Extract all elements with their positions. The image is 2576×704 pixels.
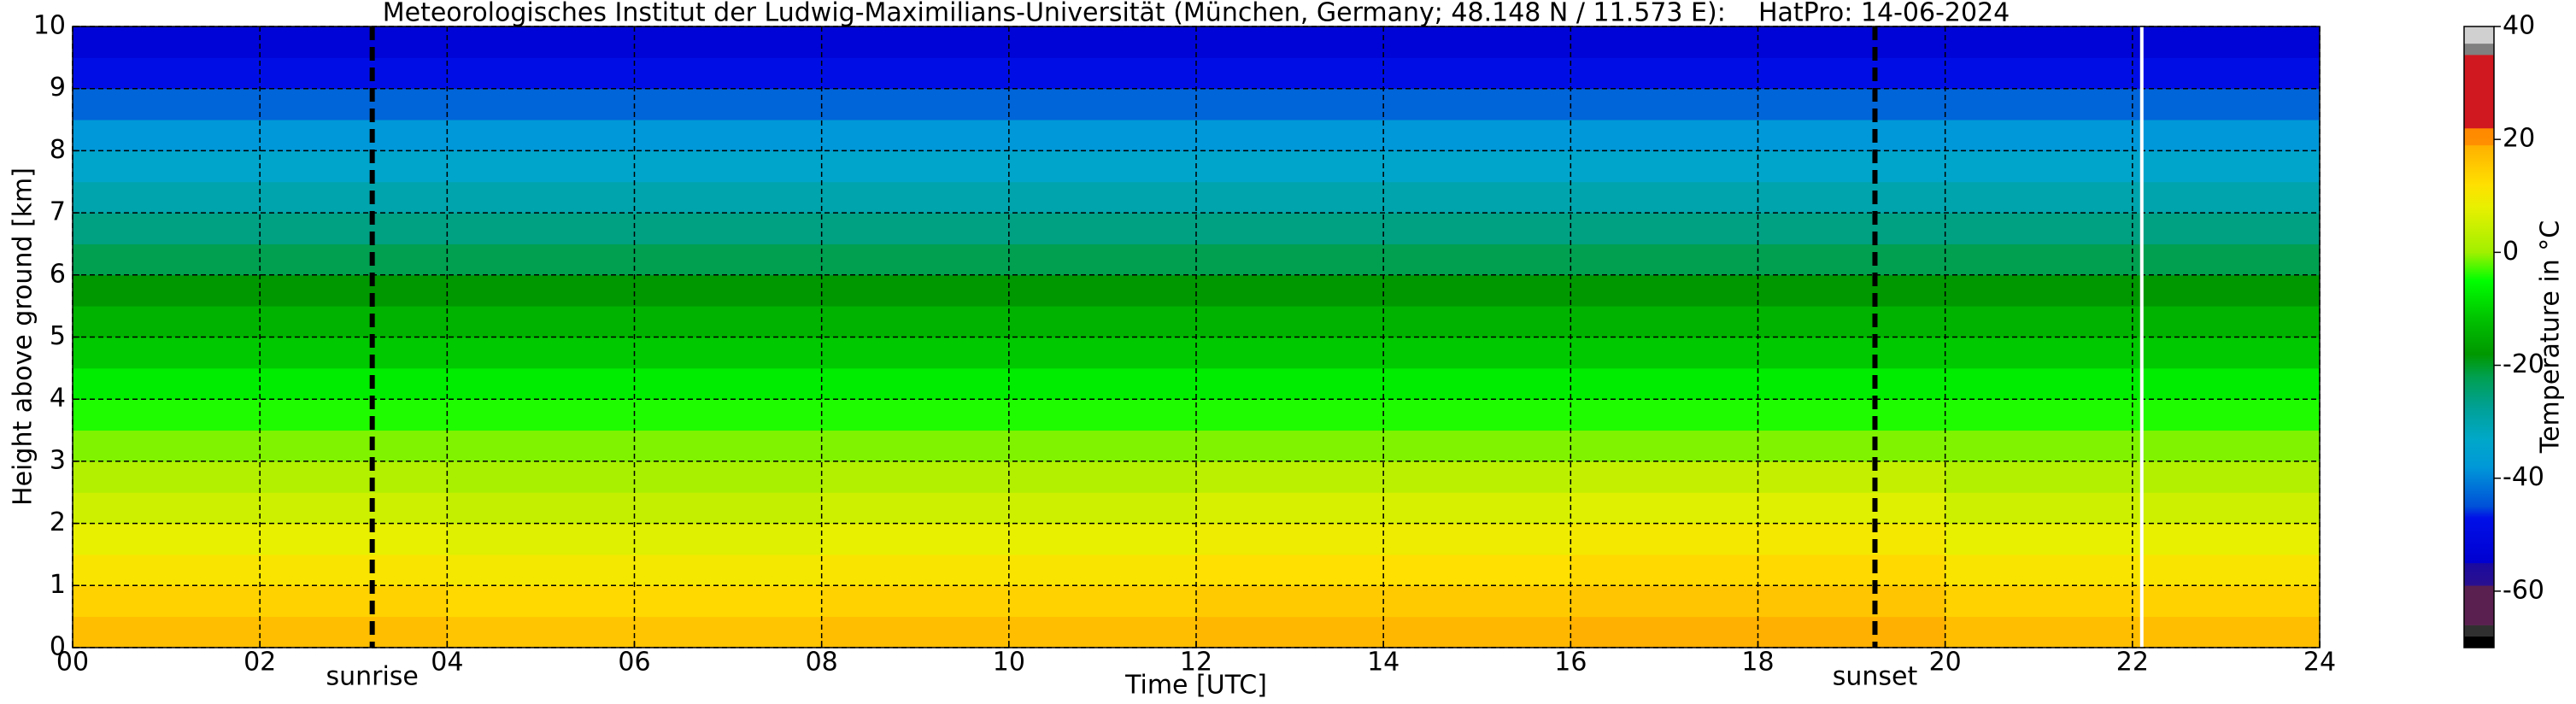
y-tick-label: 1 [50,570,66,600]
colorbar-segment [2464,354,2494,378]
y-tick-label: 10 [33,11,66,41]
x-tick-label: 14 [1367,648,1399,678]
y-tick-label: 4 [50,384,66,414]
x-tick-label: 24 [2303,648,2336,678]
colorbar-segment [2464,517,2494,564]
colorbar-tick-label: 20 [2503,124,2535,154]
x-tick-label: 02 [244,648,276,678]
colorbar-segment [2464,320,2494,355]
colorbar-segment [2464,636,2494,648]
y-tick-label: 6 [50,259,66,289]
x-tick-label: 18 [1741,648,1774,678]
y-tick-label: 8 [50,135,66,165]
colorbar-label: Temperature in °C [2536,220,2566,454]
colorbar-segment [2464,127,2494,146]
y-tick-label: 9 [50,73,66,103]
overlay [72,26,2321,648]
colorbar-tick-label: -40 [2503,462,2544,492]
colorbar-segment [2464,376,2494,406]
colorbar-segment [2464,252,2494,281]
colorbar-segment [2464,466,2494,507]
colorbar-segment [2464,585,2494,625]
colorbar-segment [2464,207,2494,253]
colorbar-tick-label: 0 [2503,237,2519,267]
colorbar-segment [2464,43,2494,56]
x-tick-label: 04 [431,648,463,678]
y-tick-label: 7 [50,197,66,227]
colorbar-tick-label: 40 [2503,11,2535,41]
x-tick-label: 22 [2116,648,2149,678]
x-tick-label: 06 [618,648,650,678]
colorbar-segment [2464,625,2494,637]
colorbar-segment [2464,185,2494,208]
y-tick-label: 5 [50,321,66,351]
x-tick-label: 08 [806,648,838,678]
y-tick-label: 2 [50,507,66,537]
colorbar-segment [2464,438,2494,467]
x-tick-label: 20 [1929,648,1962,678]
colorbar-segment [2464,55,2494,129]
marker-label: sunrise [326,662,418,692]
chart-title: Meteorologisches Institut der Ludwig-Max… [383,0,2010,28]
colorbar-frame [2463,26,2495,648]
y-tick-label: 0 [50,632,66,662]
y-tick-label: 3 [50,445,66,475]
x-tick-label: 16 [1554,648,1587,678]
x-tick-label: 00 [56,648,89,678]
colorbar-segment [2464,26,2494,44]
colorbar-segment [2464,562,2494,586]
colorbar-tick-label: -20 [2503,349,2544,379]
marker-label: sunset [1833,662,1918,692]
colorbar-segment [2464,506,2494,519]
colorbar-segment [2464,280,2494,320]
y-axis-label: Height above ground [km] [9,167,38,506]
plot-frame [72,26,2321,648]
x-tick-label: 10 [993,648,1025,678]
x-tick-label: 12 [1180,648,1212,678]
colorbar-tick-label: -60 [2503,575,2544,605]
colorbar-segment [2464,404,2494,439]
colorbar-segment [2464,144,2494,185]
x-axis-label: Time [UTC] [1124,671,1267,701]
